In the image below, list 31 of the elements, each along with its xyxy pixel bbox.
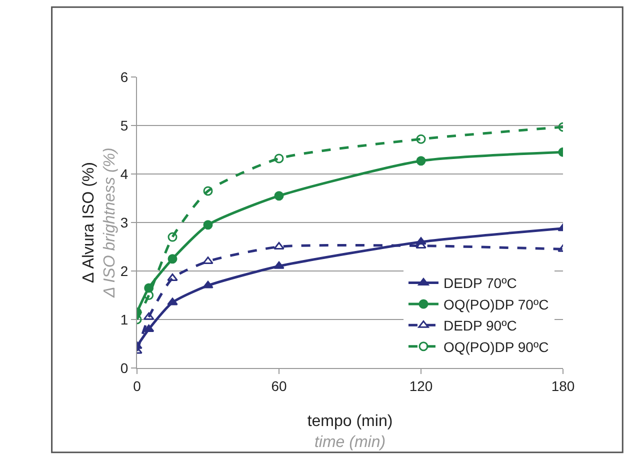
point: [274, 261, 284, 269]
legend-label: DEDP 90ºC: [443, 318, 517, 334]
x-tick-label: 180: [551, 378, 575, 394]
legend-label: DEDP 70ºC: [443, 275, 517, 292]
point: [274, 154, 284, 164]
x-tick-label: 120: [409, 378, 433, 394]
y-tick-label: 4: [120, 166, 128, 182]
y-axis-title: Δ Alvura ISO (%) Δ ISO brightness (%): [80, 148, 118, 298]
point: [202, 256, 214, 264]
point: [416, 156, 426, 166]
point: [144, 290, 154, 300]
point: [416, 134, 426, 144]
point: [167, 274, 178, 282]
point: [203, 186, 213, 196]
x-tick-label: 60: [271, 378, 287, 394]
point: [203, 220, 213, 230]
y-tick-label: 0: [120, 360, 128, 376]
legend-label: OQ(PO)DP 70ºC: [443, 296, 549, 312]
point: [274, 191, 284, 201]
x-tick-label: 0: [133, 378, 142, 394]
y-tick-label: 6: [120, 68, 128, 85]
y-tick-label: 1: [120, 311, 128, 328]
point: [202, 280, 214, 288]
point: [168, 232, 178, 242]
y-tick-label: 5: [120, 117, 128, 134]
x-axis-title: tempo (min) time (min): [307, 413, 393, 451]
y-tick-label: 2: [120, 262, 128, 279]
y-tick-label: 3: [120, 214, 128, 230]
legend-label: OQ(PO)DP 90ºC: [443, 338, 549, 355]
point: [167, 298, 178, 306]
point: [168, 254, 178, 264]
